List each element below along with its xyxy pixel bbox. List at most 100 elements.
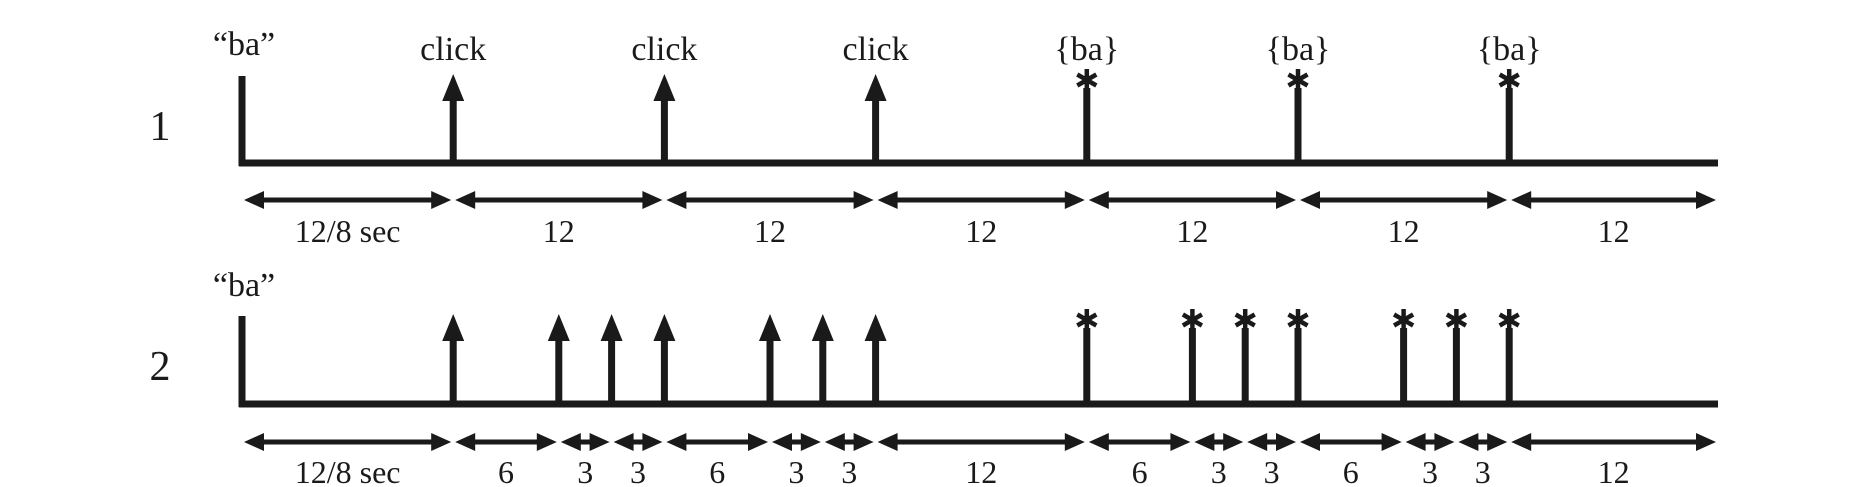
row-1-event-label: {ba} [1054, 31, 1119, 68]
row-2-interval-head-left [560, 433, 581, 451]
row-2-interval-head-right [1487, 433, 1508, 451]
row-1-click-arrow-head [442, 74, 465, 101]
row-1-interval-label: 12 [1176, 213, 1208, 249]
row-1-asterisk-mark [1287, 69, 1309, 91]
row-2-interval-head-right [1276, 433, 1296, 451]
row-2-click-arrow-head [600, 314, 623, 341]
row-1-interval-label: 12 [1598, 213, 1630, 249]
row-2-label: 2 [150, 344, 171, 390]
row-2-interval-head-left [455, 433, 476, 451]
row-1-event-label: click [420, 31, 486, 68]
row-1-interval-head-right [642, 191, 663, 209]
row-2-interval-head-left [824, 433, 845, 451]
row-2-interval-head-left [1194, 433, 1215, 451]
row-2-interval-head-right [1064, 433, 1085, 451]
row-1-interval-head-right [1276, 191, 1296, 209]
row-2-click-arrow-head [442, 314, 465, 341]
row-1-interval-head-left [244, 191, 264, 209]
row-2-interval-label: 6 [498, 454, 514, 487]
row-2-interval-label: 12 [1598, 454, 1630, 487]
row-2-interval-label: 3 [1211, 454, 1227, 487]
row-2-asterisk-mark [1287, 309, 1309, 331]
row-2-interval-head-left [1088, 433, 1109, 451]
row-2-interval-head-right [853, 433, 874, 451]
row-1-marks: click click click {ba} {ba} {ba} 12/8 sec 12 12 1… [238, 31, 1718, 249]
row-2-interval-head-left [613, 433, 634, 451]
row-1-event-label: click [631, 31, 697, 68]
row-1-event-label: click [843, 31, 909, 68]
row-2-asterisk-stroke [1445, 312, 1468, 328]
row-2-interval-head-right [748, 433, 768, 451]
row-2-start-label: “ba” [213, 267, 275, 304]
row-2-interval-label: 3 [630, 454, 646, 487]
row-2-asterisk-mark [1181, 309, 1204, 331]
row-2-interval-head-left [1458, 433, 1479, 451]
row-2-asterisk-stroke [1234, 312, 1256, 328]
row-2-interval-head-left [1247, 433, 1268, 451]
row-1-event-label: {ba} [1266, 31, 1331, 68]
row-2-interval-head-left [244, 433, 264, 451]
row-2-interval-label: 3 [788, 454, 804, 487]
row-2-interval-head-right [642, 433, 663, 451]
row-1-interval-label: 12 [754, 213, 786, 249]
row-2-asterisk-mark [1076, 309, 1098, 331]
row-2-marks: 12/8 sec 6 3 3 6 3 3 12 6 3 3 6 3 3 12 [238, 309, 1718, 487]
row-1-click-arrow-head [864, 74, 887, 101]
row-2-interval-label: 6 [1343, 454, 1359, 487]
row-1-asterisk-mark [1498, 69, 1520, 91]
row-1-interval-head-right [1696, 191, 1716, 209]
row-2-interval-label: 3 [1264, 454, 1280, 487]
row-2-click-arrow-head [653, 314, 676, 341]
row-1-event-label: {ba} [1477, 31, 1542, 68]
row-2-asterisk-stroke [1392, 312, 1415, 328]
row-1-interval-head-left [666, 191, 687, 209]
row-2-interval-head-left [666, 433, 687, 451]
row-2-asterisk-stroke [1181, 312, 1204, 328]
row-2-asterisk-stroke [1498, 312, 1520, 328]
row-1-asterisk-mark [1076, 69, 1098, 91]
row-2-asterisk-mark [1498, 309, 1520, 331]
row-1-interval-label: 12 [965, 213, 997, 249]
row-2-click-arrow-head [864, 314, 887, 341]
row-1-label: 1 [150, 104, 171, 150]
row-2-asterisk-stroke [1287, 312, 1309, 328]
row-2-asterisk-mark [1392, 309, 1415, 331]
row-2-interval-label: 12 [965, 454, 997, 487]
row-2-group: 2 “ba” 12/8 sec 6 3 3 6 3 3 12 6 3 3 6 3 3 12 [150, 267, 1718, 487]
row-2-asterisk-stroke [1076, 312, 1098, 328]
row-1-interval-label: 12 [543, 213, 575, 249]
row-1-click-arrow-head [653, 74, 676, 101]
row-2-click-arrow-head [811, 314, 834, 341]
row-2-interval-head-right [1223, 433, 1244, 451]
row-2-interval-head-left [772, 433, 792, 451]
row-2-click-arrow-head [547, 314, 570, 341]
row-2-interval-head-left [1300, 433, 1320, 451]
row-2-interval-head-left [1511, 433, 1532, 451]
row-2-interval-label: 3 [1475, 454, 1491, 487]
row-2-interval-head-right [1434, 433, 1455, 451]
row-1-interval-head-left [1300, 191, 1320, 209]
row-2-interval-label: 6 [709, 454, 725, 487]
row-2-interval-head-right [800, 433, 821, 451]
row-1-interval-head-right [853, 191, 874, 209]
row-2-interval-head-right [536, 433, 557, 451]
row-1-interval-head-left [455, 191, 476, 209]
row-2-interval-head-right [1696, 433, 1716, 451]
row-1-asterisk-stroke [1076, 72, 1098, 88]
row-2-asterisk-mark [1234, 309, 1256, 331]
row-1-asterisk-stroke [1287, 72, 1309, 88]
row-2-interval-label: 6 [1132, 454, 1148, 487]
row-2-interval-label: 3 [577, 454, 593, 487]
row-1-interval-head-left [877, 191, 898, 209]
row-2-interval-head-right [1381, 433, 1402, 451]
row-2-interval-label: 3 [1422, 454, 1438, 487]
row-1-interval-head-right [1487, 191, 1508, 209]
row-2-interval-head-left [877, 433, 898, 451]
row-2-interval-head-right [431, 433, 452, 451]
row-1-interval-head-right [431, 191, 452, 209]
row-1-group: 1 “ba” click click click {ba} {ba} {ba} 12/8 s… [150, 26, 1718, 249]
row-2-interval-head-left [1405, 433, 1426, 451]
row-1-start-label: “ba” [213, 26, 275, 63]
row-1-interval-label: 12/8 sec [295, 213, 401, 249]
